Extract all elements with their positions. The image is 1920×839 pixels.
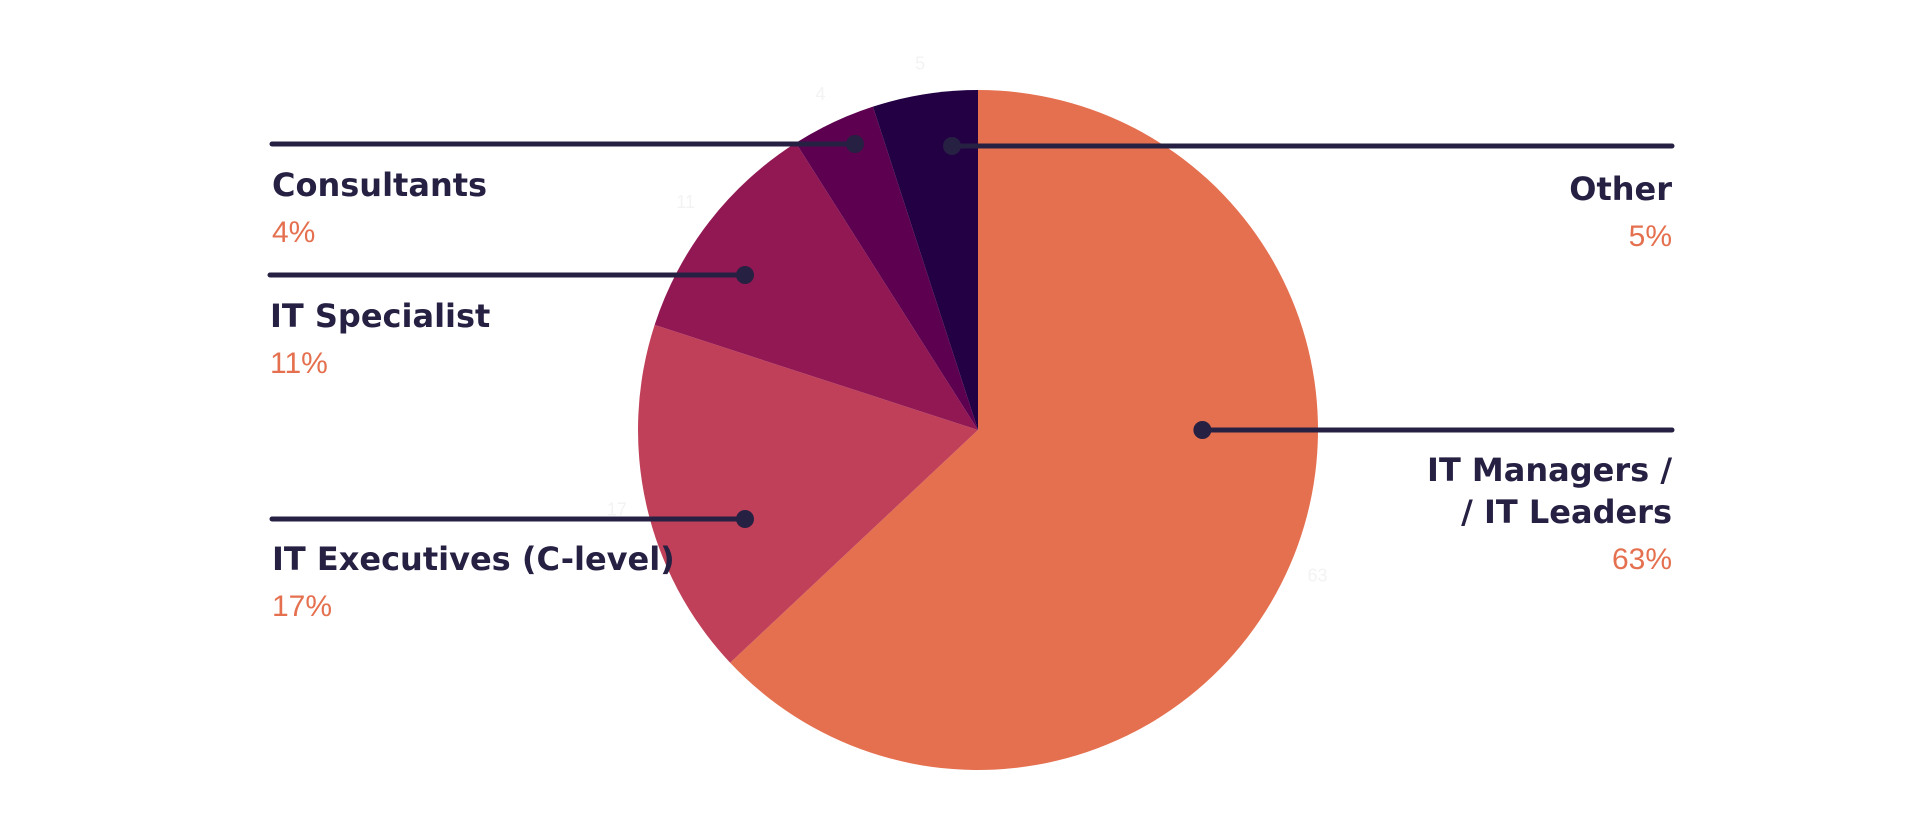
pie-slice bbox=[638, 324, 978, 663]
slice-value-label: 5 bbox=[915, 53, 925, 73]
leader-dot bbox=[943, 137, 961, 155]
percent-label: 5% bbox=[1629, 220, 1672, 253]
leader-dot bbox=[736, 510, 754, 528]
category-label: IT Executives (C-level) bbox=[272, 540, 675, 578]
slice-value-label: 63 bbox=[1308, 566, 1328, 586]
leader-dot bbox=[846, 135, 864, 153]
category-label: Other bbox=[1569, 170, 1672, 208]
category-labels: IT Managers / / IT Leaders 63% IT Executive… bbox=[270, 166, 1672, 623]
category-label: IT Managers / bbox=[1427, 451, 1672, 489]
percent-label: 63% bbox=[1612, 543, 1672, 576]
percent-label: 11% bbox=[270, 347, 328, 380]
slice-value-label: 17 bbox=[607, 499, 627, 519]
category-label: Consultants bbox=[272, 166, 487, 204]
slice-value-label: 11 bbox=[676, 192, 695, 212]
pie-slice bbox=[654, 142, 978, 430]
slice-value-labels: 63 17 11 4 5 bbox=[607, 53, 1328, 585]
slice-value-label: 4 bbox=[815, 84, 825, 104]
leader-dot bbox=[736, 266, 754, 284]
category-label: / IT Leaders bbox=[1461, 493, 1672, 531]
pie-slice bbox=[730, 90, 1318, 770]
percent-label: 17% bbox=[272, 590, 332, 623]
pie-slice bbox=[795, 106, 978, 431]
pie-slice bbox=[872, 90, 978, 430]
pie-slices bbox=[638, 90, 1318, 770]
percent-label: 4% bbox=[272, 216, 315, 249]
category-label: IT Specialist bbox=[270, 297, 490, 335]
leader-lines bbox=[267, 135, 1675, 528]
leader-dot bbox=[1193, 421, 1212, 439]
